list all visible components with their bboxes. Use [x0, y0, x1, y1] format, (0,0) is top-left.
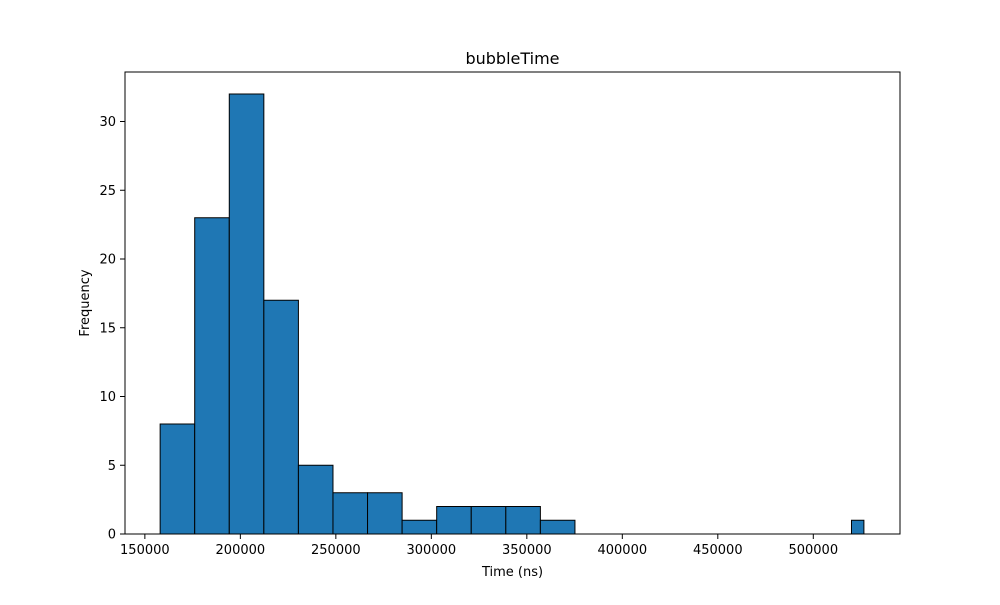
- x-axis: 150000 200000 250000 300000 350000 400000 4500…: [120, 534, 838, 558]
- y-tick-label: 30: [99, 115, 116, 130]
- x-tick-label: 450000: [693, 543, 743, 558]
- histogram-bar: [263, 299, 299, 535]
- x-tick-label: 150000: [120, 543, 170, 558]
- x-axis-label: Time (ns): [481, 565, 543, 580]
- y-axis: 0 5 10 15 20 25 30: [99, 115, 125, 543]
- x-tick-label: 400000: [597, 543, 647, 558]
- x-tick-label: 350000: [502, 543, 552, 558]
- x-tick-label: 300000: [407, 543, 457, 558]
- histogram-bar: [850, 519, 865, 535]
- y-tick-label: 15: [99, 321, 116, 336]
- histogram-bar: [228, 93, 265, 535]
- x-tick-label: 200000: [216, 543, 266, 558]
- x-tick-label: 500000: [788, 543, 838, 558]
- histogram-bar: [539, 519, 576, 535]
- histogram-bar: [159, 423, 196, 535]
- chart-title: bubbleTime: [465, 49, 559, 68]
- histogram-bar: [505, 506, 541, 535]
- y-tick-label: 10: [99, 390, 116, 405]
- histogram-bar: [436, 506, 472, 535]
- bars-group: [159, 93, 865, 535]
- histogram-bar: [332, 492, 369, 535]
- y-axis-label: Frequency: [78, 269, 93, 336]
- histogram-bar: [401, 519, 438, 535]
- histogram-bar: [194, 217, 230, 535]
- y-tick-label: 25: [99, 184, 116, 199]
- histogram-bar: [297, 464, 334, 535]
- y-tick-label: 0: [108, 528, 116, 543]
- histogram-bar: [470, 506, 507, 535]
- y-tick-label: 5: [108, 459, 116, 474]
- x-tick-label: 250000: [311, 543, 361, 558]
- y-tick-label: 20: [99, 253, 116, 268]
- histogram-bar: [367, 492, 403, 535]
- plot-frame: [124, 71, 901, 535]
